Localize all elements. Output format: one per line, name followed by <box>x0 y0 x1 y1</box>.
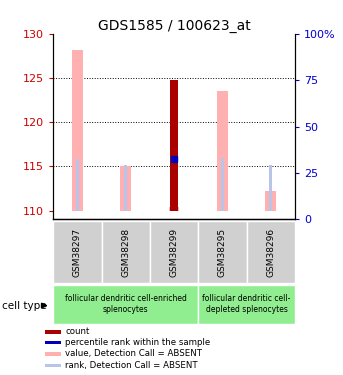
Bar <box>221 158 224 210</box>
Bar <box>170 80 178 210</box>
Text: follicular dendritic cell-enriched
splenocytes: follicular dendritic cell-enriched splen… <box>65 294 187 314</box>
Text: GSM38296: GSM38296 <box>266 228 275 277</box>
Bar <box>265 191 276 210</box>
Bar <box>124 165 127 210</box>
Bar <box>247 221 295 283</box>
Text: cell type: cell type <box>2 301 46 310</box>
Bar <box>173 159 176 210</box>
Bar <box>150 221 198 283</box>
Text: value, Detection Call = ABSENT: value, Detection Call = ABSENT <box>66 350 202 358</box>
Text: GSM38298: GSM38298 <box>121 228 130 277</box>
Bar <box>198 221 247 283</box>
Bar <box>120 166 131 210</box>
Text: count: count <box>66 327 90 336</box>
Bar <box>76 159 79 210</box>
Text: follicular dendritic cell-
depleted splenocytes: follicular dendritic cell- depleted sple… <box>202 294 291 314</box>
Bar <box>45 330 61 333</box>
Bar <box>45 341 61 344</box>
Text: GSM38299: GSM38299 <box>169 228 179 277</box>
Bar <box>45 352 61 356</box>
Bar <box>269 165 272 210</box>
Bar <box>217 91 228 210</box>
Text: percentile rank within the sample: percentile rank within the sample <box>66 338 211 347</box>
Bar <box>198 285 295 324</box>
Bar <box>53 221 102 283</box>
Bar <box>169 207 179 210</box>
Title: GDS1585 / 100623_at: GDS1585 / 100623_at <box>98 19 250 33</box>
Text: GSM38295: GSM38295 <box>218 228 227 277</box>
Text: GSM38297: GSM38297 <box>73 228 82 277</box>
Bar <box>72 50 83 210</box>
Bar <box>45 364 61 367</box>
Bar <box>102 221 150 283</box>
Bar <box>53 285 198 324</box>
Text: rank, Detection Call = ABSENT: rank, Detection Call = ABSENT <box>66 361 198 370</box>
